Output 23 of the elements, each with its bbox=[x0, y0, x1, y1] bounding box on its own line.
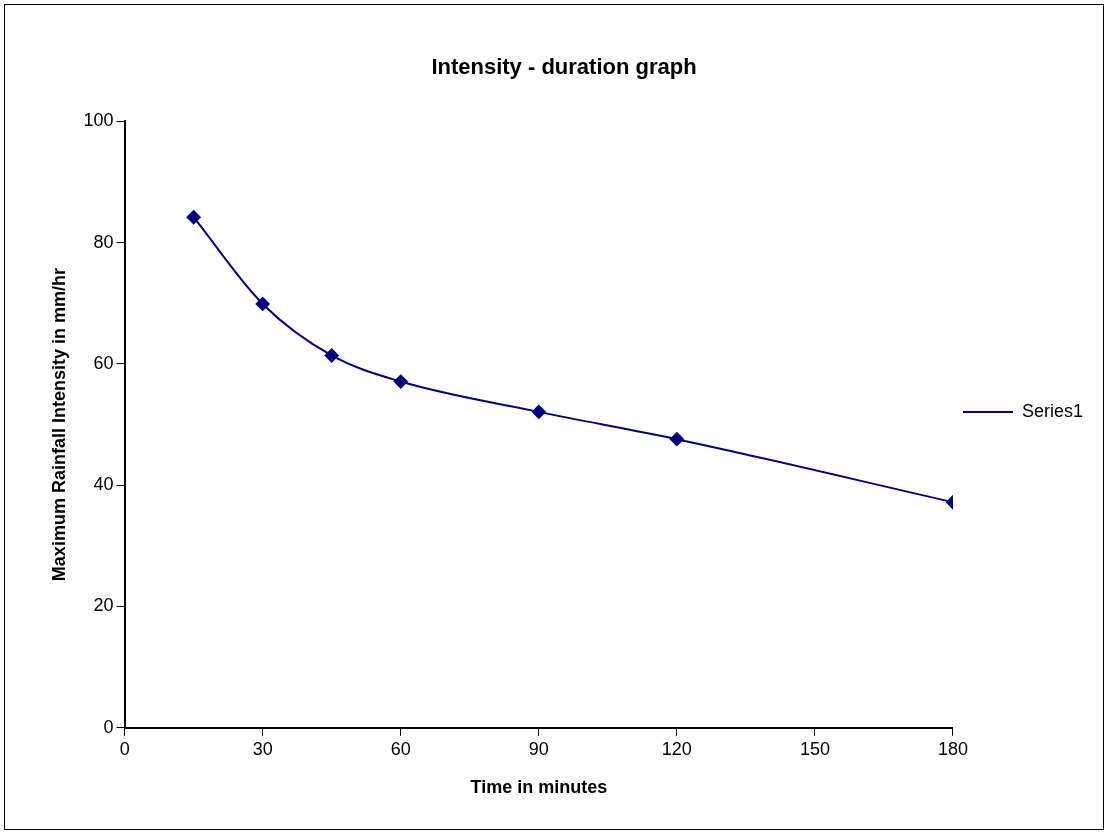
x-tick-label: 30 bbox=[252, 738, 273, 759]
point bbox=[186, 210, 201, 225]
y-tick-label: 60 bbox=[93, 352, 114, 373]
x-tick-label: 60 bbox=[390, 738, 411, 759]
y-axis-title: Maximum Rainfall Intensity in mm/hr bbox=[48, 268, 69, 582]
y-tick-label: 80 bbox=[93, 231, 114, 252]
point bbox=[255, 296, 270, 311]
x-tick-label: 150 bbox=[799, 738, 830, 759]
y-tick-label: 0 bbox=[103, 716, 114, 737]
point bbox=[669, 432, 684, 447]
y-tick-label: 40 bbox=[93, 474, 114, 495]
point bbox=[324, 348, 339, 363]
chart-title: Intensity - duration graph bbox=[431, 54, 697, 80]
x-tick-label: 90 bbox=[528, 738, 549, 759]
x-tick-label: 180 bbox=[937, 738, 968, 759]
legend-label: Series1 bbox=[1021, 400, 1083, 421]
point bbox=[393, 374, 408, 389]
x-tick-label: 120 bbox=[661, 738, 692, 759]
y-tick-label: 20 bbox=[93, 595, 114, 616]
x-tick-label: 0 bbox=[119, 738, 130, 759]
x-axis-title: Time in minutes bbox=[470, 777, 608, 798]
y-tick-label: 100 bbox=[83, 110, 114, 131]
point bbox=[531, 404, 546, 419]
